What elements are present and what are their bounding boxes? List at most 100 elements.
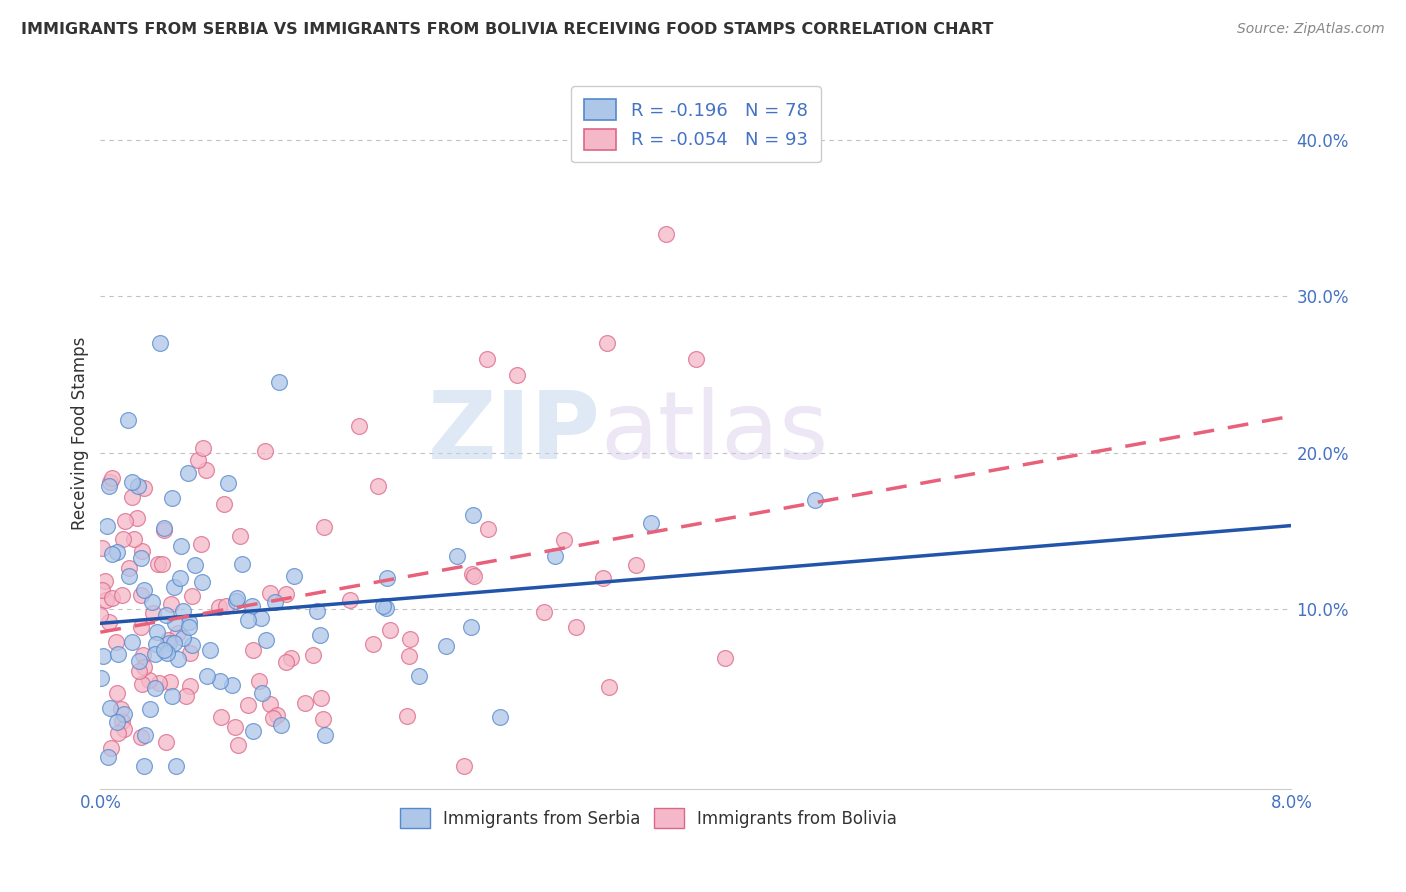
Point [198,642,221,657]
Point [242,642,264,657]
Point [193,441,215,455]
Point [163,580,186,594]
Point [209,673,232,688]
Legend: Immigrants from Serbia, Immigrants from Bolivia: Immigrants from Serbia, Immigrants from … [392,802,904,834]
Text: IMMIGRANTS FROM SERBIA VS IMMIGRANTS FROM BOLIVIA RECEIVING FOOD STAMPS CORRELAT: IMMIGRANTS FROM SERBIA VS IMMIGRANTS FRO… [21,22,994,37]
Point [314,520,336,534]
Point [139,702,162,716]
Point [195,669,218,683]
Point [111,588,134,602]
Point [308,628,330,642]
Point [141,594,163,608]
Point [117,413,139,427]
Point [339,593,361,607]
Point [592,571,614,585]
Point [804,492,827,507]
Point [104,635,127,649]
Point [395,709,418,723]
Point [477,351,499,366]
Point [544,549,567,563]
Point [361,637,384,651]
Text: Source: ZipAtlas.com: Source: ZipAtlas.com [1237,22,1385,37]
Point [125,510,148,524]
Point [398,632,420,646]
Point [208,600,231,615]
Point [107,725,129,739]
Point [488,710,510,724]
Point [217,475,239,490]
Point [274,587,297,601]
Point [112,532,135,546]
Point [187,453,209,467]
Point [267,376,290,390]
Point [155,735,177,749]
Point [179,646,201,660]
Point [121,475,143,490]
Point [177,467,200,481]
Point [224,720,246,734]
Point [134,758,156,772]
Point [90,583,112,598]
Point [375,572,398,586]
Point [166,652,188,666]
Point [155,646,177,660]
Point [90,541,112,556]
Point [378,623,401,637]
Point [236,613,259,627]
Point [177,615,200,629]
Text: atlas: atlas [600,387,830,479]
Point [249,673,271,688]
Point [118,569,141,583]
Point [533,605,555,619]
Point [274,655,297,669]
Point [229,529,252,543]
Point [398,648,420,663]
Y-axis label: Receiving Food Stamps: Receiving Food Stamps [72,336,89,530]
Point [624,558,647,572]
Point [225,593,247,607]
Point [112,707,135,722]
Point [145,647,167,661]
Point [179,679,201,693]
Point [128,654,150,668]
Point [250,686,273,700]
Point [195,463,218,477]
Point [165,616,187,631]
Point [270,718,292,732]
Point [118,560,141,574]
Point [131,677,153,691]
Point [101,547,124,561]
Point [172,631,194,645]
Point [145,637,167,651]
Point [134,481,156,495]
Point [190,537,212,551]
Point [162,635,184,649]
Point [131,648,153,662]
Point [180,589,202,603]
Point [226,591,249,606]
Point [96,519,118,533]
Point [146,557,169,571]
Point [100,740,122,755]
Point [159,674,181,689]
Point [221,678,243,692]
Point [107,647,129,661]
Point [169,570,191,584]
Text: ZIP: ZIP [427,387,600,479]
Point [143,681,166,695]
Point [595,336,617,351]
Point [242,724,264,739]
Point [461,567,484,582]
Point [477,522,499,536]
Point [160,597,183,611]
Point [131,544,153,558]
Point [98,479,121,493]
Point [177,620,200,634]
Point [155,608,177,623]
Point [110,701,132,715]
Point [94,574,117,588]
Point [312,712,335,726]
Point [250,610,273,624]
Point [129,550,152,565]
Point [172,604,194,618]
